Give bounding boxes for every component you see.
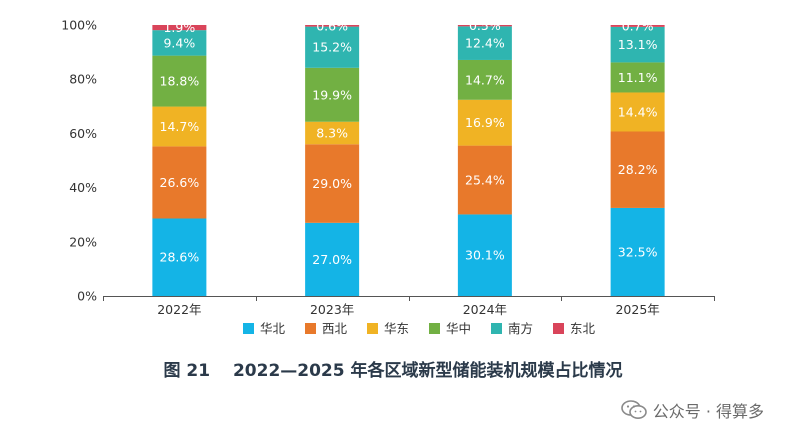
watermark: 公众号 · 得算多 [620, 398, 764, 422]
bar-segment [152, 55, 207, 107]
x-tick-label: 2024年 [463, 302, 507, 317]
y-tick-label: 80% [69, 72, 97, 87]
data-label: 27.0% [312, 252, 352, 267]
data-label: 25.4% [465, 173, 505, 188]
bar-segment [305, 26, 360, 68]
data-label: 8.3% [316, 125, 348, 140]
bar-segment [610, 26, 665, 63]
bar-segment [305, 222, 360, 296]
figure-caption: 图 21 2022—2025 年各区域新型储能装机规模占比情况 [163, 361, 623, 381]
bar-segment [152, 25, 207, 31]
bar-segment [610, 25, 665, 27]
data-label: 26.6% [160, 175, 200, 190]
legend-swatch [243, 323, 254, 334]
legend-label: 东北 [570, 321, 596, 336]
bar-segment [305, 25, 360, 27]
bar-segment [305, 144, 360, 223]
bar-segment [457, 25, 512, 27]
bar-segment [305, 67, 360, 122]
bar-segment [457, 145, 512, 215]
data-label: 13.1% [618, 37, 658, 52]
bar-segment [152, 146, 207, 219]
bar-segment [152, 106, 207, 147]
bar-segment [610, 131, 665, 208]
y-tick-label: 20% [69, 234, 97, 249]
legend-label: 南方 [508, 321, 533, 336]
data-label: 11.1% [618, 70, 658, 85]
legend-label: 西北 [322, 321, 348, 336]
data-label: 30.1% [465, 248, 505, 263]
bar-segment [610, 92, 665, 132]
data-label: 12.4% [465, 36, 505, 51]
legend-swatch [367, 323, 378, 334]
y-tick-label: 40% [69, 180, 97, 195]
data-label: 15.2% [312, 40, 352, 55]
data-label: 14.7% [160, 119, 200, 134]
legend-swatch [305, 323, 316, 334]
data-label: 0.6% [316, 18, 348, 33]
data-label: 28.2% [618, 162, 658, 177]
x-tick-label: 2022年 [157, 302, 201, 317]
legend-swatch [553, 323, 564, 334]
y-tick-label: 0% [77, 289, 97, 304]
data-label: 0.7% [622, 18, 654, 33]
data-label: 0.5% [469, 18, 501, 33]
bar-segment [457, 99, 512, 146]
legend-swatch [429, 323, 440, 334]
legend-swatch [491, 323, 502, 334]
data-label: 29.0% [312, 176, 352, 191]
y-tick-label: 100% [61, 18, 97, 33]
legend-label: 华北 [260, 321, 286, 336]
data-label: 32.5% [618, 244, 658, 259]
bar-segment [457, 214, 512, 296]
legend-label: 华中 [446, 321, 471, 336]
bar-segment [610, 62, 665, 93]
data-label: 14.7% [465, 72, 505, 87]
bar-segment [610, 207, 665, 296]
bar-segment [152, 218, 207, 296]
data-label: 16.9% [465, 115, 505, 130]
x-tick-label: 2025年 [615, 302, 659, 317]
data-label: 1.9% [163, 20, 195, 35]
wechat-icon [620, 400, 647, 419]
bar-segment [457, 59, 512, 100]
stacked-bar-chart: 0% 20% 40% 60% 80% 100% 28.6% 26.6% 14.7% 18.8% 9.… [61, 18, 715, 336]
data-label: 14.4% [618, 104, 658, 119]
bar-segment [457, 26, 512, 60]
data-label: 19.9% [312, 87, 352, 102]
legend-label: 华东 [384, 321, 409, 336]
data-label: 18.8% [160, 74, 200, 89]
data-label: 28.6% [160, 250, 200, 265]
data-label: 9.4% [163, 35, 195, 50]
bar-segment [305, 121, 360, 145]
y-tick-label: 60% [69, 126, 97, 141]
x-tick-label: 2023年 [310, 302, 354, 317]
bar-segment [152, 30, 207, 56]
watermark-text: 公众号 · 得算多 [652, 402, 764, 421]
